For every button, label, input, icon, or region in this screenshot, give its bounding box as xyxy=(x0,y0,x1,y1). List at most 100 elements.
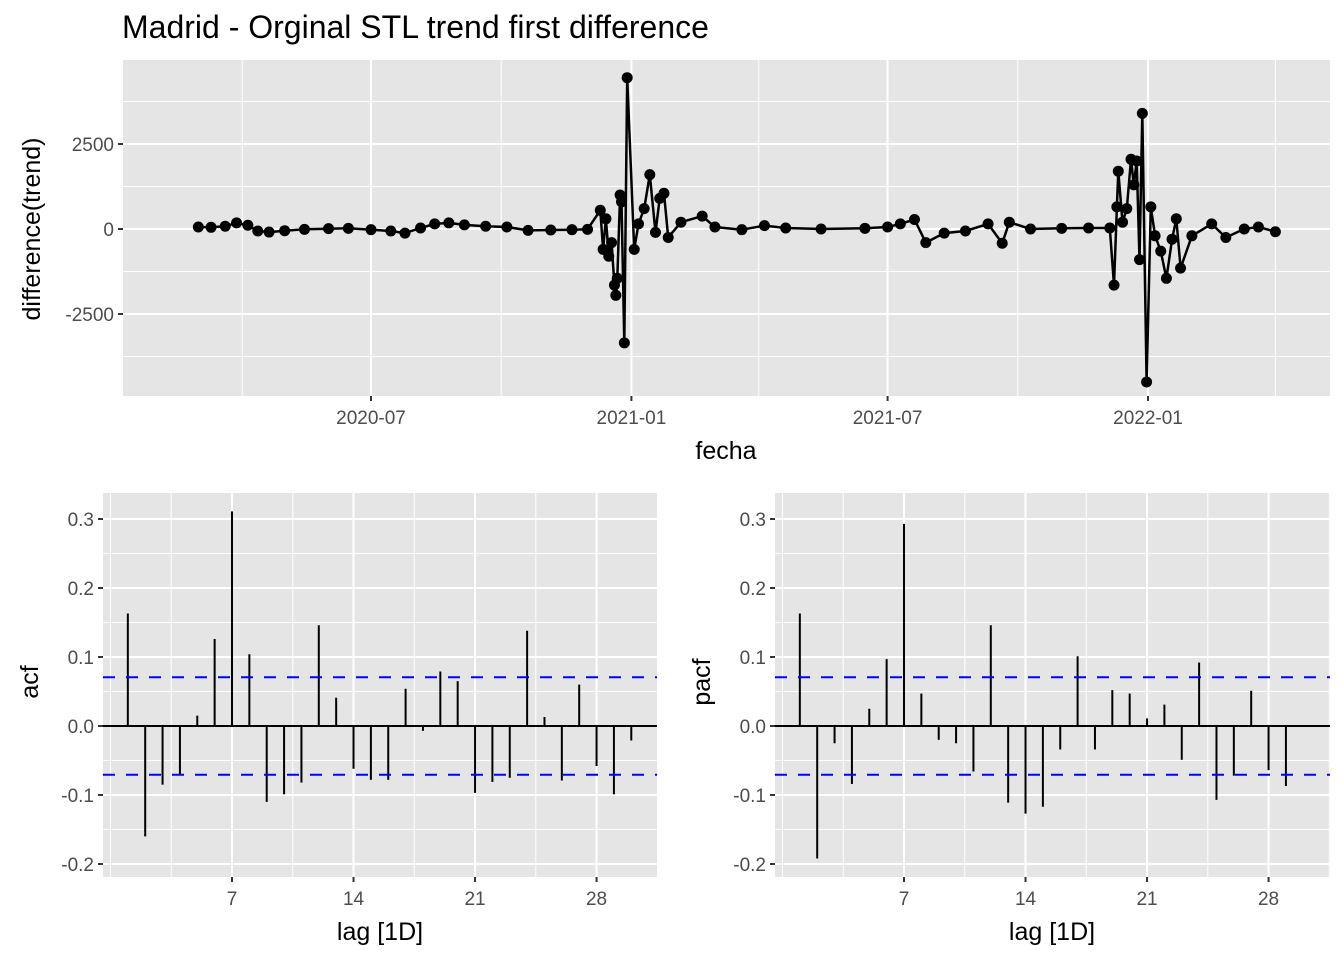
pacf-panel: 0.3 0.2 0.1 0.0 -0.1 -0.2 7 14 21 28 xyxy=(733,493,1330,910)
data-point xyxy=(385,225,397,237)
y-tick-label: -2500 xyxy=(65,305,114,326)
data-point xyxy=(920,237,932,249)
x-tick-label: 7 xyxy=(899,889,910,910)
y-tick-label: 0.0 xyxy=(68,717,94,738)
data-point xyxy=(252,225,264,237)
data-point xyxy=(458,219,470,231)
data-point xyxy=(649,226,661,238)
data-point xyxy=(959,225,971,237)
acf-panel: 0.3 0.2 0.1 0.0 -0.1 -0.2 7 14 21 28 xyxy=(61,493,657,910)
data-point xyxy=(1112,165,1124,177)
data-point xyxy=(675,216,687,228)
data-point xyxy=(342,222,354,234)
data-point xyxy=(1186,230,1198,242)
x-tick-label: 2022-01 xyxy=(1113,408,1183,429)
x-tick-label: 28 xyxy=(586,889,607,910)
acf-y-axis-title: acf xyxy=(16,665,44,698)
data-point xyxy=(415,222,427,234)
x-tick-label: 21 xyxy=(464,889,485,910)
data-point xyxy=(1155,245,1167,257)
data-point xyxy=(662,232,674,243)
data-point xyxy=(632,218,644,230)
x-tick-label: 2021-07 xyxy=(853,408,923,429)
x-tick-label: 7 xyxy=(227,889,238,910)
data-point xyxy=(815,223,827,235)
x-tick-label: 2021-01 xyxy=(597,408,667,429)
y-tick-label: -0.1 xyxy=(61,786,94,807)
data-point xyxy=(1175,262,1187,274)
data-point xyxy=(616,196,628,208)
data-point xyxy=(894,218,906,230)
data-point xyxy=(242,219,254,231)
data-point xyxy=(938,227,950,239)
data-point xyxy=(1160,272,1172,284)
data-point xyxy=(982,218,994,230)
x-tick-label: 2020-07 xyxy=(336,408,406,429)
data-point xyxy=(1136,107,1148,119)
data-point xyxy=(1128,179,1140,191)
data-point xyxy=(480,220,492,232)
data-point xyxy=(365,224,377,236)
trend-diff-panel: 2500 0 -2500 2020-07 2021-01 2021-07 2022-01 xyxy=(65,60,1330,429)
data-point xyxy=(621,72,633,84)
data-point xyxy=(522,224,534,236)
plot-background xyxy=(775,493,1330,877)
data-point xyxy=(1149,230,1161,242)
x-tick-label: 14 xyxy=(343,889,365,910)
data-point xyxy=(644,169,656,181)
data-point xyxy=(758,220,770,232)
data-point xyxy=(618,337,630,349)
data-point xyxy=(1206,218,1218,230)
data-point xyxy=(323,223,335,235)
data-point xyxy=(1252,221,1264,233)
data-point xyxy=(1117,216,1129,228)
acf-x-axis-title: lag [1D] xyxy=(337,918,423,946)
data-point xyxy=(1108,279,1120,291)
x-tick-label: 21 xyxy=(1136,889,1157,910)
x-tick-label: 28 xyxy=(1258,889,1279,910)
data-point xyxy=(1134,254,1146,266)
y-tick-label: -0.2 xyxy=(61,855,94,876)
data-point xyxy=(1145,201,1157,213)
y-tick-label: 0.0 xyxy=(740,717,766,738)
data-point xyxy=(1141,376,1153,388)
data-point xyxy=(628,243,640,255)
data-point xyxy=(566,224,578,236)
data-point xyxy=(603,250,615,262)
y-tick-label: 0.2 xyxy=(740,579,766,600)
data-point xyxy=(1220,232,1232,243)
data-point xyxy=(594,204,606,216)
data-point xyxy=(996,237,1008,249)
data-point xyxy=(1104,222,1116,234)
y-tick-label: 0.1 xyxy=(68,648,94,669)
y-tick-label: 2500 xyxy=(72,135,114,156)
top-x-axis-title: fecha xyxy=(695,437,756,465)
data-point xyxy=(1003,216,1015,228)
data-point xyxy=(1166,233,1178,245)
data-point xyxy=(1238,223,1250,235)
data-point xyxy=(429,218,441,230)
data-point xyxy=(582,223,594,235)
y-tick-label: 0.1 xyxy=(740,648,766,669)
data-point xyxy=(1025,223,1037,235)
data-point xyxy=(298,223,310,235)
data-point xyxy=(780,222,792,234)
chart-title: Madrid - Orginal STL trend first differe… xyxy=(122,9,709,45)
data-point xyxy=(1083,222,1095,234)
y-tick-label: 0 xyxy=(103,220,114,241)
data-point xyxy=(696,210,708,222)
data-point xyxy=(611,272,623,284)
data-point xyxy=(192,221,204,233)
data-point xyxy=(1111,201,1123,213)
data-point xyxy=(399,227,411,239)
data-point xyxy=(859,222,871,234)
data-point xyxy=(443,217,455,229)
y-tick-label: 0.3 xyxy=(68,510,94,531)
data-point xyxy=(545,224,557,236)
data-point xyxy=(610,289,622,301)
data-point xyxy=(1170,213,1182,225)
data-point xyxy=(279,225,291,237)
data-point xyxy=(263,226,275,238)
y-tick-label: 0.3 xyxy=(740,510,766,531)
